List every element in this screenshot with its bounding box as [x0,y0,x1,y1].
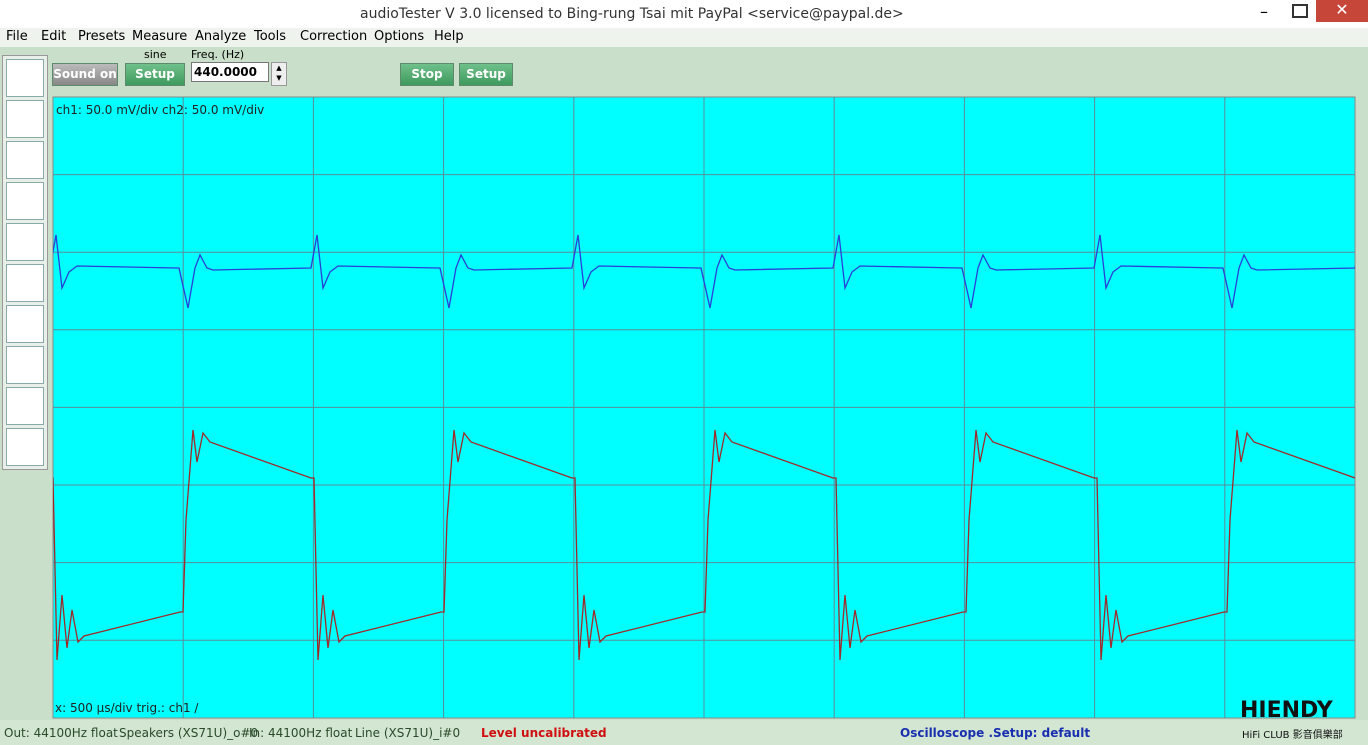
status-mode: Oscilloscope .Setup: default [900,726,1091,740]
channel-1-trace [53,234,1355,309]
generator-setup-button[interactable]: Setup [125,63,185,86]
watermark-brand: HIENDY [1240,698,1333,723]
watermark-club: HiFi CLUB 影音俱樂部 [1242,730,1343,741]
menu-item[interactable]: Options [374,29,425,44]
freq-spinner[interactable]: ▲ ▼ [271,62,287,86]
channel-scale: ch1: 50.0 mV/div ch2: 50.0 mV/div [56,103,264,117]
menu-item[interactable]: Analyze [195,29,247,44]
tool-button[interactable] [6,264,44,302]
status-out: Out: 44100Hz float [4,726,118,740]
window-title: audioTester V 3.0 licensed to Bing-rung … [360,6,904,22]
generator-label: sine [144,48,167,61]
stop-button[interactable]: Stop [400,63,454,86]
freq-label: Freq. (Hz) [191,48,245,61]
menu-item[interactable]: Correction [300,29,368,44]
side-toolbar [2,55,48,470]
tool-button[interactable] [6,100,44,138]
minimize-button[interactable]: – [1260,2,1268,21]
tool-button[interactable] [6,305,44,343]
status-in-device: Line (XS71U)_i#0 [355,726,461,740]
tool-button[interactable] [6,387,44,425]
status-bar [0,720,1368,745]
close-button[interactable]: ✕ [1316,0,1368,22]
menu-item[interactable]: Help [434,29,464,44]
timebase: x: 500 µs/div trig.: ch1 / [55,701,199,715]
status-level: Level uncalibrated [481,726,607,740]
tool-button[interactable] [6,182,44,220]
menu-bar [0,28,1368,47]
maximize-button[interactable] [1292,4,1308,18]
menu-item[interactable]: Presets [78,29,126,44]
menu-item[interactable]: Tools [254,29,287,44]
title-bar [0,0,1368,28]
menu-item[interactable]: File [6,29,28,44]
status-in: In: 44100Hz float [249,726,353,740]
menu-item[interactable]: Measure [132,29,188,44]
status-out-device: Speakers (XS71U)_o#0 [119,726,259,740]
scope-setup-button[interactable]: Setup [459,63,513,86]
tool-button[interactable] [6,59,44,97]
tool-button[interactable] [6,223,44,261]
tool-button[interactable] [6,428,44,466]
tool-button[interactable] [6,346,44,384]
menu-item[interactable]: Edit [41,29,67,44]
channel-2-trace [53,429,1355,661]
sound-on-button[interactable]: Sound on [52,63,118,86]
tool-button[interactable] [6,141,44,179]
freq-input[interactable]: 440.0000 [191,62,269,82]
